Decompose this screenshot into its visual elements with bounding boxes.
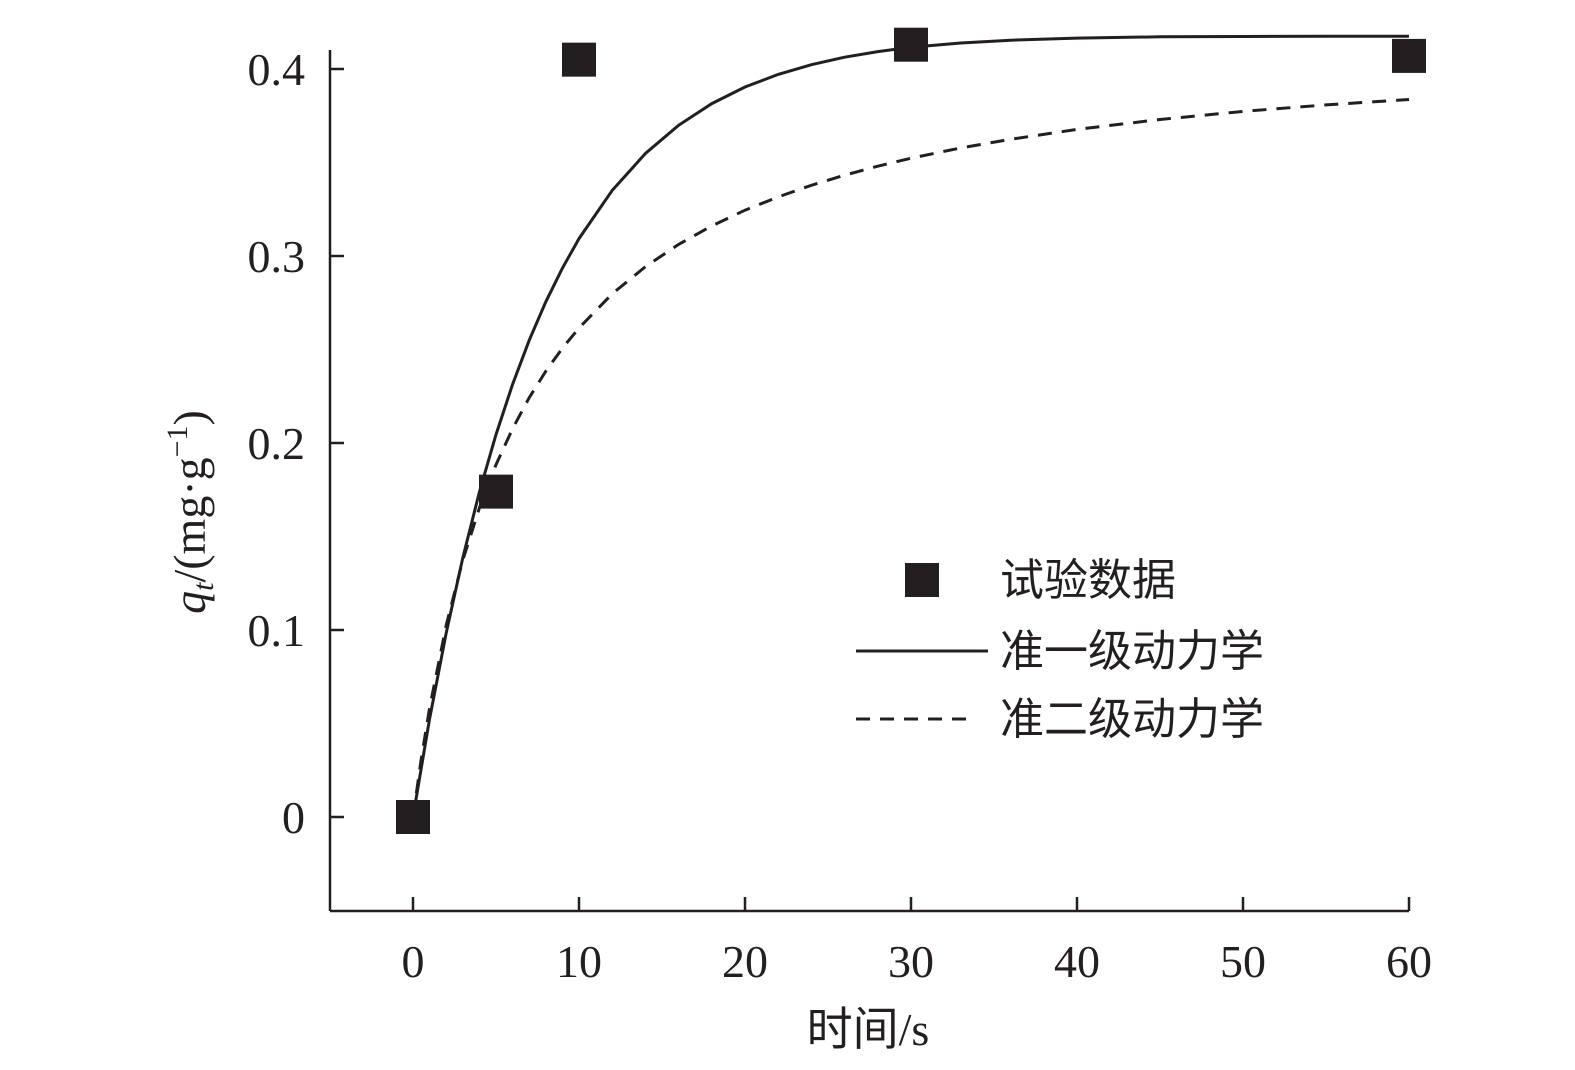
- x-tick-label: 50: [1220, 936, 1266, 987]
- plot-area: [396, 27, 1426, 834]
- x-tick-label: 60: [1386, 936, 1432, 987]
- y-axis-var: q: [164, 591, 215, 614]
- data-point: [1392, 38, 1426, 73]
- y-tick-label: 0.3: [248, 231, 306, 282]
- y-axis-unit-open: /(mg·g: [164, 457, 215, 582]
- x-tick-label: 20: [722, 936, 768, 987]
- y-tick-label: 0.4: [248, 44, 306, 95]
- y-axis-sub: t: [187, 582, 220, 591]
- y-axis-sup: −1: [161, 425, 194, 457]
- x-tick-label: 0: [402, 936, 425, 987]
- x-tick-label: 10: [556, 936, 602, 987]
- y-tick-label: 0: [282, 792, 305, 843]
- legend-marker-square: [905, 563, 939, 597]
- data-point: [894, 27, 928, 62]
- legend-label-pso: 准二级动力学: [1000, 694, 1264, 745]
- y-axis-unit-close: ): [164, 410, 215, 425]
- y-axis-title: qt/(mg·g−1): [161, 410, 220, 614]
- data-point: [562, 42, 596, 77]
- series-line-2: [411, 98, 1410, 818]
- data-point: [396, 800, 430, 834]
- series-line-1: [411, 34, 1409, 818]
- y-tick-label: 0.2: [248, 418, 306, 469]
- axes: [328, 50, 1409, 913]
- legend-label-pfo: 准一级动力学: [1000, 626, 1264, 677]
- y-tick-label: 0.1: [248, 605, 306, 656]
- legend: 试验数据 准一级动力学 准二级动力学: [856, 555, 1264, 745]
- x-axis-title: 时间/s: [807, 1004, 930, 1055]
- x-tick-label: 30: [888, 936, 934, 987]
- x-tick-label: 40: [1054, 936, 1100, 987]
- data-point: [479, 474, 513, 509]
- legend-label-experimental: 试验数据: [1000, 555, 1176, 606]
- ticks: 0 10 20 30 40 50 60 0 0.1 0.2 0.3 0.4: [248, 44, 1433, 987]
